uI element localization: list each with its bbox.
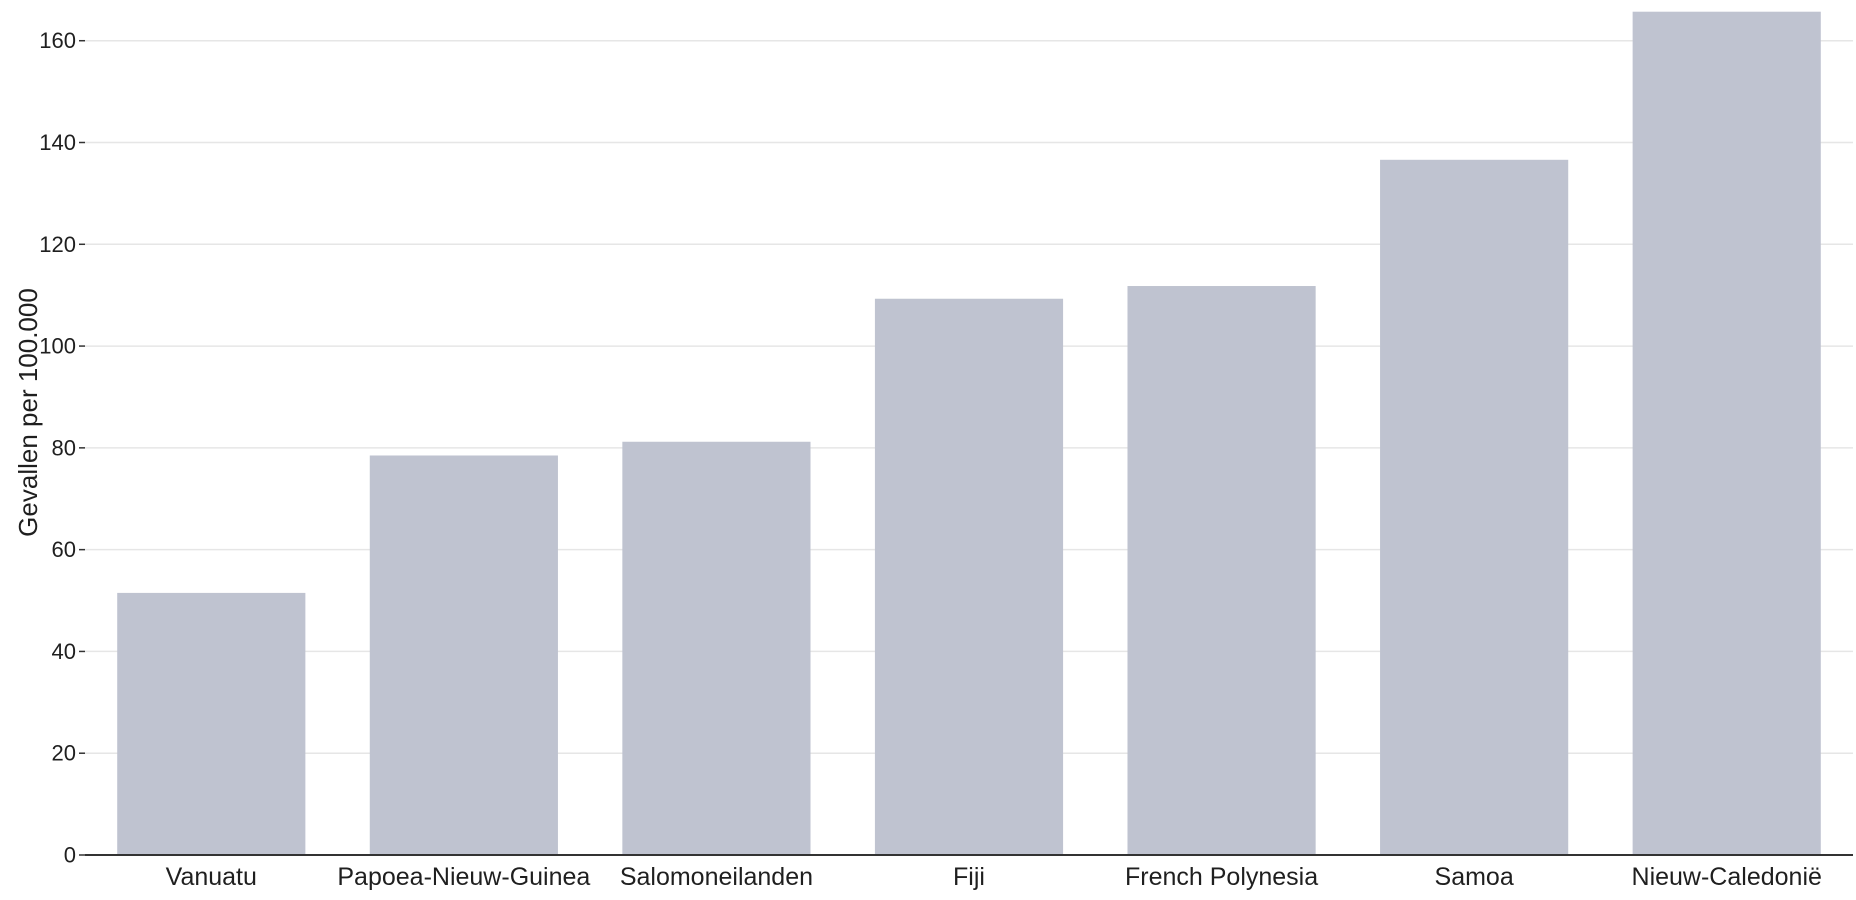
bar [117, 592, 306, 855]
x-tick-label: Papoea-Nieuw-Guinea [337, 863, 590, 891]
y-tick-label: 60 [52, 537, 76, 562]
bars [117, 11, 1821, 856]
y-tick-label: 40 [52, 639, 76, 664]
x-tick-label: Samoa [1435, 863, 1514, 891]
x-tick-label: Fiji [953, 863, 985, 891]
x-tick-label: Nieuw-Caledonië [1632, 863, 1822, 891]
y-tick-label: 80 [52, 435, 76, 460]
y-tick-label: 140 [39, 130, 76, 155]
bar [1632, 11, 1821, 855]
x-tick-label: Salomoneilanden [620, 863, 813, 891]
bar [1127, 286, 1316, 856]
y-tick-label: 100 [39, 334, 76, 359]
x-tick-labels: Vanuatu Papoea-Nieuw-Guinea Salomoneilande… [166, 863, 1822, 891]
x-tick-label: Vanuatu [166, 863, 257, 891]
y-axis-title: Gevallen per 100.000 [13, 288, 43, 537]
y-tick-label: 20 [52, 741, 76, 766]
bar [1380, 159, 1569, 855]
y-tick-label: 120 [39, 232, 76, 257]
y-tick-label: 160 [39, 28, 76, 53]
x-tick-label: French Polynesia [1125, 863, 1318, 891]
bar [622, 441, 811, 855]
bar [874, 298, 1064, 855]
y-tick-labels: 0 20 40 60 80 100 120 140 160 [39, 28, 85, 868]
y-tick-label: 0 [64, 843, 76, 868]
bar [369, 455, 558, 855]
